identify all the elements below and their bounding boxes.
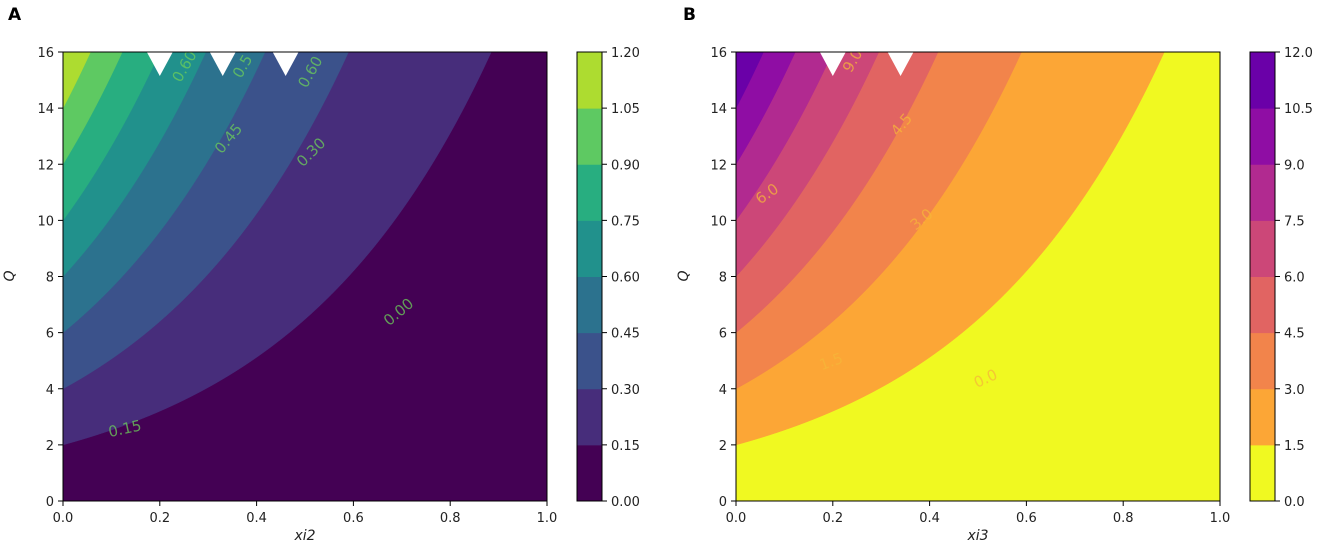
x-axis-a: 0.0 0.2 0.4 0.6 0.8 1.0 xyxy=(53,501,558,526)
colorbar-tick-label: 0.60 xyxy=(611,271,640,286)
contour-gap-marker xyxy=(146,52,173,76)
y-tick-label: 10 xyxy=(37,214,54,229)
y-tick-label: 8 xyxy=(46,271,54,286)
y-tick-label: 0 xyxy=(46,495,54,510)
colorbar-segment xyxy=(577,108,602,165)
y-tick-label: 12 xyxy=(37,158,54,173)
colorbar-tick-label: 0.75 xyxy=(611,214,640,229)
y-tick-label: 0 xyxy=(719,495,727,510)
panel-b: B 0.01.53.04.56.09.0 0.0 0.2 0.4 0.6 0.8 1.0 … xyxy=(676,5,1313,544)
x-axis-label-a: xi2 xyxy=(293,528,315,544)
contour-band-7 xyxy=(63,52,91,109)
x-tick-label: 0.4 xyxy=(919,511,940,526)
panel-letter-b: B xyxy=(683,5,696,25)
contour-band-7 xyxy=(736,52,764,109)
colorbar-segment xyxy=(1250,108,1275,165)
colorbar-segment xyxy=(1250,388,1275,446)
y-axis-label-a: Q xyxy=(2,270,18,281)
x-tick-label: 0.4 xyxy=(246,511,267,526)
panel-letter-a: A xyxy=(8,5,22,25)
y-tick-label: 14 xyxy=(37,102,54,117)
colorbar-tick-label: 0.15 xyxy=(611,439,640,454)
x-axis-label-b: xi3 xyxy=(966,528,988,544)
y-tick-label: 2 xyxy=(719,439,727,454)
panel-a: A 0.000.150.300.450.50.60 0.60 0.0 0.2 0.4 0… xyxy=(2,5,640,544)
y-tick-label: 4 xyxy=(46,383,54,398)
y-axis-b: 0 2 4 6 8 10 12 14 16 xyxy=(710,46,736,510)
colorbar-tick-label: 7.5 xyxy=(1284,214,1305,229)
y-tick-label: 4 xyxy=(719,383,727,398)
y-tick-label: 14 xyxy=(710,102,727,117)
contour-gap-marker xyxy=(819,52,846,76)
colorbar-segment xyxy=(577,52,602,109)
colorbar-segment xyxy=(577,220,602,277)
contour-gap-marker xyxy=(887,52,914,76)
colorbar-segment xyxy=(577,444,602,502)
y-tick-label: 8 xyxy=(719,271,727,286)
contour-plot-a: 0.000.150.300.450.50.60 0.60 xyxy=(63,52,547,501)
y-tick-label: 2 xyxy=(46,439,54,454)
colorbar-tick-label: 1.05 xyxy=(611,102,640,117)
colorbar-segment xyxy=(577,332,602,390)
colorbar-segment xyxy=(577,164,602,221)
colorbar-tick-label: 0.45 xyxy=(611,327,640,342)
colorbar-tick-label: 4.5 xyxy=(1284,327,1305,342)
y-tick-label: 16 xyxy=(37,46,54,61)
colorbar-segment xyxy=(1250,220,1275,277)
colorbar-tick-label: 6.0 xyxy=(1284,271,1305,286)
x-tick-label: 0.2 xyxy=(822,511,843,526)
colorbar-segment xyxy=(1250,52,1275,109)
contour-gap-marker xyxy=(209,52,236,76)
colorbar-tick-label: 0.00 xyxy=(611,495,640,510)
contour-band-6 xyxy=(736,52,796,165)
colorbar-tick-label: 3.0 xyxy=(1284,383,1305,398)
colorbar-tick-label: 1.20 xyxy=(611,46,640,61)
colorbar-segment xyxy=(1250,164,1275,221)
colorbar-segment xyxy=(577,276,602,334)
x-tick-label: 0.2 xyxy=(149,511,170,526)
colorbar-tick-label: 0.90 xyxy=(611,158,640,173)
x-tick-label: 0.8 xyxy=(1113,511,1134,526)
x-tick-label: 0.6 xyxy=(1016,511,1037,526)
colorbar-tick-label: 0.30 xyxy=(611,383,640,398)
colorbar-tick-label: 1.5 xyxy=(1284,439,1305,454)
x-tick-label: 0.0 xyxy=(726,511,747,526)
contour-band-6 xyxy=(63,52,123,165)
x-axis-b: 0.0 0.2 0.4 0.6 0.8 1.0 xyxy=(726,501,1231,526)
colorbar-tick-label: 9.0 xyxy=(1284,158,1305,173)
y-tick-label: 12 xyxy=(710,158,727,173)
colorbar-segment xyxy=(1250,276,1275,334)
y-tick-label: 16 xyxy=(710,46,727,61)
y-tick-label: 6 xyxy=(719,327,727,342)
x-tick-label: 0.0 xyxy=(53,511,74,526)
colorbar-segment xyxy=(1250,332,1275,390)
colorbar-tick-label: 0.0 xyxy=(1284,495,1305,510)
y-axis-label-b: Q xyxy=(676,270,692,281)
colorbar-tick-label: 12.0 xyxy=(1284,46,1313,61)
colorbar-segment xyxy=(1250,444,1275,502)
y-axis-a: 0 2 4 6 8 10 12 14 16 xyxy=(37,46,63,510)
colorbar-segment xyxy=(577,388,602,446)
y-tick-label: 6 xyxy=(46,327,54,342)
y-tick-label: 10 xyxy=(710,214,727,229)
x-tick-label: 0.8 xyxy=(440,511,461,526)
contour-plot-b: 0.01.53.04.56.09.0 xyxy=(736,52,1220,501)
contour-gap-marker xyxy=(272,52,299,76)
x-tick-label: 1.0 xyxy=(1210,511,1231,526)
x-tick-label: 1.0 xyxy=(537,511,558,526)
colorbar-tick-label: 10.5 xyxy=(1284,102,1313,117)
x-tick-label: 0.6 xyxy=(343,511,364,526)
colorbar-a: 0.00 0.15 0.30 0.45 0.60 0.75 0.90 1.05 1.20 xyxy=(576,46,640,510)
colorbar-b: 0.0 1.5 3.0 4.5 6.0 7.5 9.0 10.5 12.0 xyxy=(1249,46,1313,510)
